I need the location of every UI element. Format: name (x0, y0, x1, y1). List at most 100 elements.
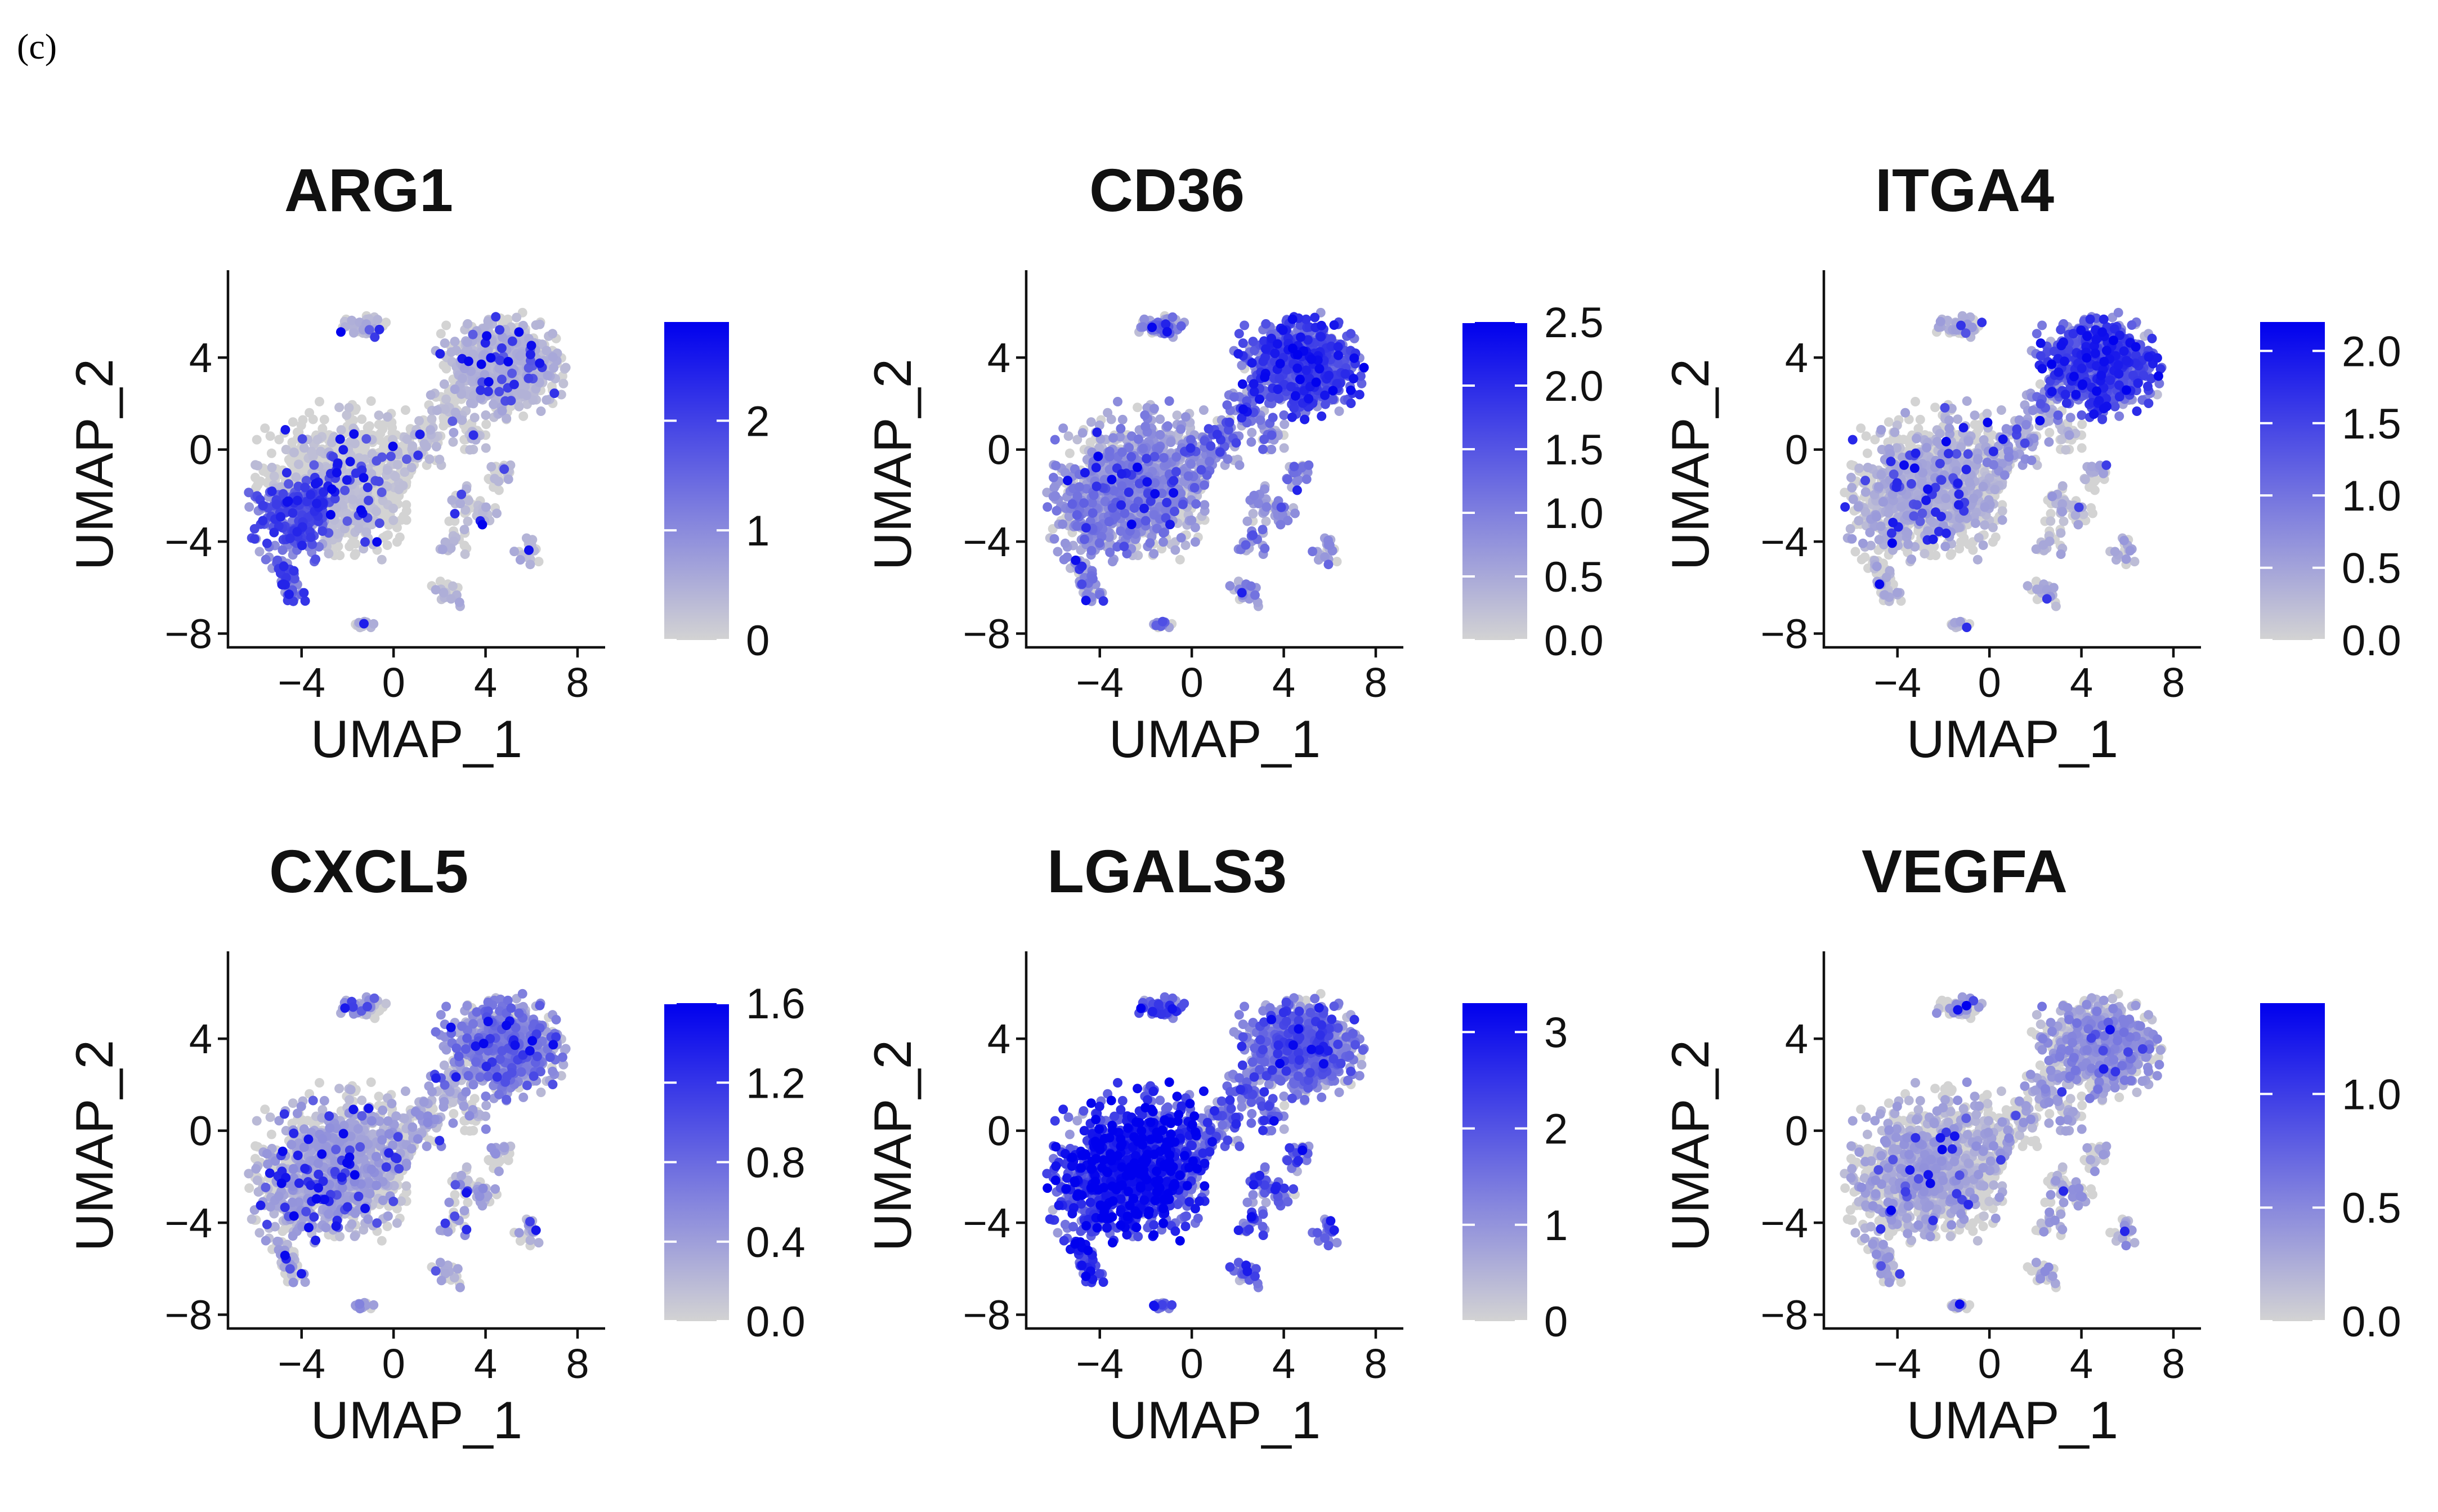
cell-point (285, 533, 295, 543)
cell-point (1052, 506, 1062, 516)
umap-panel: CD36−4 0 4 8−8−404UMAP_1UMAP_20.00.51.01.52… (863, 156, 1604, 768)
x-tick-label: 8 (1364, 659, 1387, 706)
cell-point (1086, 417, 1096, 427)
cell-point (1328, 386, 1338, 396)
cell-point (463, 356, 473, 366)
cell-point (402, 454, 411, 464)
cell-point (469, 413, 480, 423)
cell-point (1196, 465, 1206, 475)
cell-point (1249, 379, 1259, 389)
cell-point (347, 315, 357, 325)
points (244, 307, 571, 633)
cell-point (1333, 350, 1343, 360)
cell-point (1098, 596, 1108, 606)
cell-point (1260, 372, 1270, 382)
cell-point (1145, 538, 1155, 548)
cell-point (1222, 400, 1232, 410)
cell-point (1119, 542, 1129, 552)
cell-point (1081, 523, 1091, 533)
cell-point (1064, 448, 1075, 458)
cell-point (1088, 508, 1098, 518)
cell-point (1238, 404, 1249, 414)
cell-point (446, 594, 456, 604)
cell-point (1258, 525, 1268, 535)
cell-point (291, 472, 301, 482)
cell-point (1088, 574, 1098, 584)
panel-title: ITGA4 (1875, 156, 2054, 224)
cell-point (514, 401, 524, 411)
cell-point (1109, 486, 1119, 496)
cell-point (377, 487, 387, 497)
y-axis-label: UMAP_2 (65, 359, 124, 570)
cell-point (1133, 434, 1143, 444)
cell-point (1346, 385, 1356, 395)
cell-point (312, 499, 321, 508)
cell-point (297, 540, 307, 551)
cell-point (534, 557, 544, 567)
cell-point (388, 515, 399, 525)
cell-point (515, 351, 525, 361)
cell-point (1167, 312, 1178, 322)
cell-point (359, 619, 369, 629)
cell-point (462, 337, 472, 347)
cell-point (1158, 528, 1169, 538)
cell-point (1079, 498, 1089, 508)
cell-point (1270, 348, 1280, 359)
cell-point (1158, 537, 1168, 547)
cell-point (308, 414, 318, 424)
cell-point (364, 495, 374, 506)
cell-point (1164, 396, 1174, 406)
cell-point (1147, 323, 1157, 332)
cell-point (1262, 502, 1272, 512)
cell-point (401, 500, 411, 510)
cell-point (1320, 399, 1330, 409)
cell-point (383, 530, 393, 540)
cell-point (522, 390, 531, 400)
cell-point (252, 435, 262, 445)
cell-point (1317, 411, 1327, 421)
cell-point (1077, 428, 1088, 438)
x-tick-label: 8 (566, 659, 589, 706)
cell-point (489, 399, 499, 409)
cell-point (1233, 349, 1243, 359)
cell-point (1258, 356, 1268, 366)
cell-point (419, 439, 430, 449)
cell-point (1171, 467, 1181, 477)
cell-point (1296, 332, 1305, 342)
cell-point (1258, 444, 1268, 454)
cell-point (350, 439, 360, 449)
cell-point (424, 454, 435, 464)
cell-point (288, 508, 298, 518)
cell-point (1261, 319, 1271, 329)
cell-point (1237, 588, 1247, 598)
cell-point (1169, 476, 1179, 486)
cell-point (1241, 540, 1251, 550)
legend-tick-label: 2.0 (1544, 363, 1604, 410)
cell-point (1189, 482, 1200, 493)
cell-point (458, 373, 467, 383)
legend-tick-label: 0 (746, 617, 770, 665)
cell-point (1186, 435, 1196, 445)
cell-point (372, 507, 381, 516)
cell-point (1274, 393, 1284, 404)
cell-point (481, 419, 491, 430)
cell-point (526, 341, 536, 351)
cell-point (1176, 424, 1186, 434)
y-tick-label: 0 (189, 427, 212, 473)
cell-point (1133, 402, 1143, 413)
cell-point (1304, 460, 1314, 470)
cell-point (1176, 533, 1186, 543)
cell-point (1063, 476, 1073, 486)
cell-point (374, 518, 384, 528)
cell-point (486, 462, 496, 472)
cell-point (1332, 557, 1342, 567)
cell-point (325, 509, 335, 520)
cell-point (437, 544, 448, 554)
cell-point (440, 338, 450, 348)
cell-point (266, 448, 276, 458)
cell-point (1169, 488, 1179, 498)
cell-point (507, 368, 517, 378)
cell-point (1206, 441, 1216, 451)
cell-point (548, 352, 558, 362)
cell-point (400, 405, 410, 415)
